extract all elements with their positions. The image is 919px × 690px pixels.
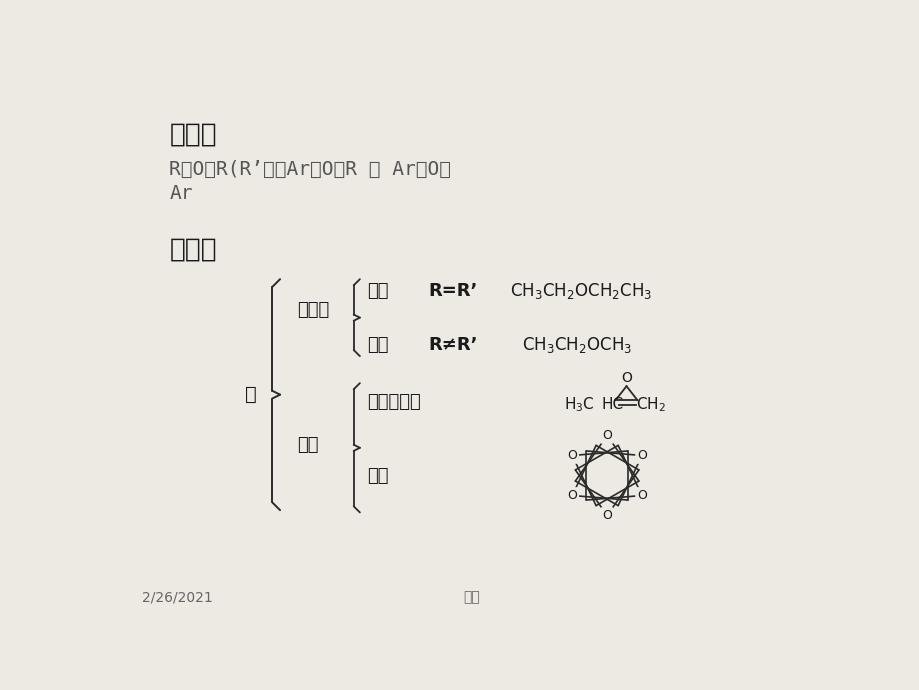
- Text: O: O: [602, 429, 611, 442]
- Text: 环醣: 环醣: [297, 435, 318, 454]
- Text: O: O: [620, 371, 631, 384]
- Text: O: O: [602, 509, 611, 522]
- Text: 分类：: 分类：: [169, 237, 217, 263]
- Text: CH$_3$CH$_2$OCH$_3$: CH$_3$CH$_2$OCH$_3$: [521, 335, 631, 355]
- Text: 单醣: 单醣: [367, 282, 388, 299]
- Text: Ar: Ar: [169, 184, 193, 204]
- Text: 2/26/2021: 2/26/2021: [142, 590, 212, 604]
- Text: R=R’: R=R’: [428, 282, 478, 299]
- Text: 醣: 醣: [244, 385, 256, 404]
- Text: O: O: [636, 489, 646, 502]
- Text: CH$_2$: CH$_2$: [635, 395, 665, 414]
- Text: O: O: [636, 449, 646, 462]
- Text: H$_3$C: H$_3$C: [564, 395, 595, 414]
- Text: 混醣: 混醣: [367, 335, 388, 353]
- Text: R－O－R(R’）、Ar－O－R 或 Ar－O－: R－O－R(R’）、Ar－O－R 或 Ar－O－: [169, 160, 450, 179]
- Text: 直链醣: 直链醣: [297, 301, 329, 319]
- Text: 有机: 有机: [462, 590, 480, 604]
- Text: HC: HC: [601, 397, 623, 412]
- Text: R≠R’: R≠R’: [428, 335, 478, 353]
- Text: 通式：: 通式：: [169, 121, 217, 147]
- Text: O: O: [567, 489, 576, 502]
- Text: 环氧化合物: 环氧化合物: [367, 393, 420, 411]
- Text: 冠醣: 冠醣: [367, 466, 388, 484]
- Text: CH$_3$CH$_2$OCH$_2$CH$_3$: CH$_3$CH$_2$OCH$_2$CH$_3$: [510, 281, 652, 301]
- Text: O: O: [567, 449, 576, 462]
